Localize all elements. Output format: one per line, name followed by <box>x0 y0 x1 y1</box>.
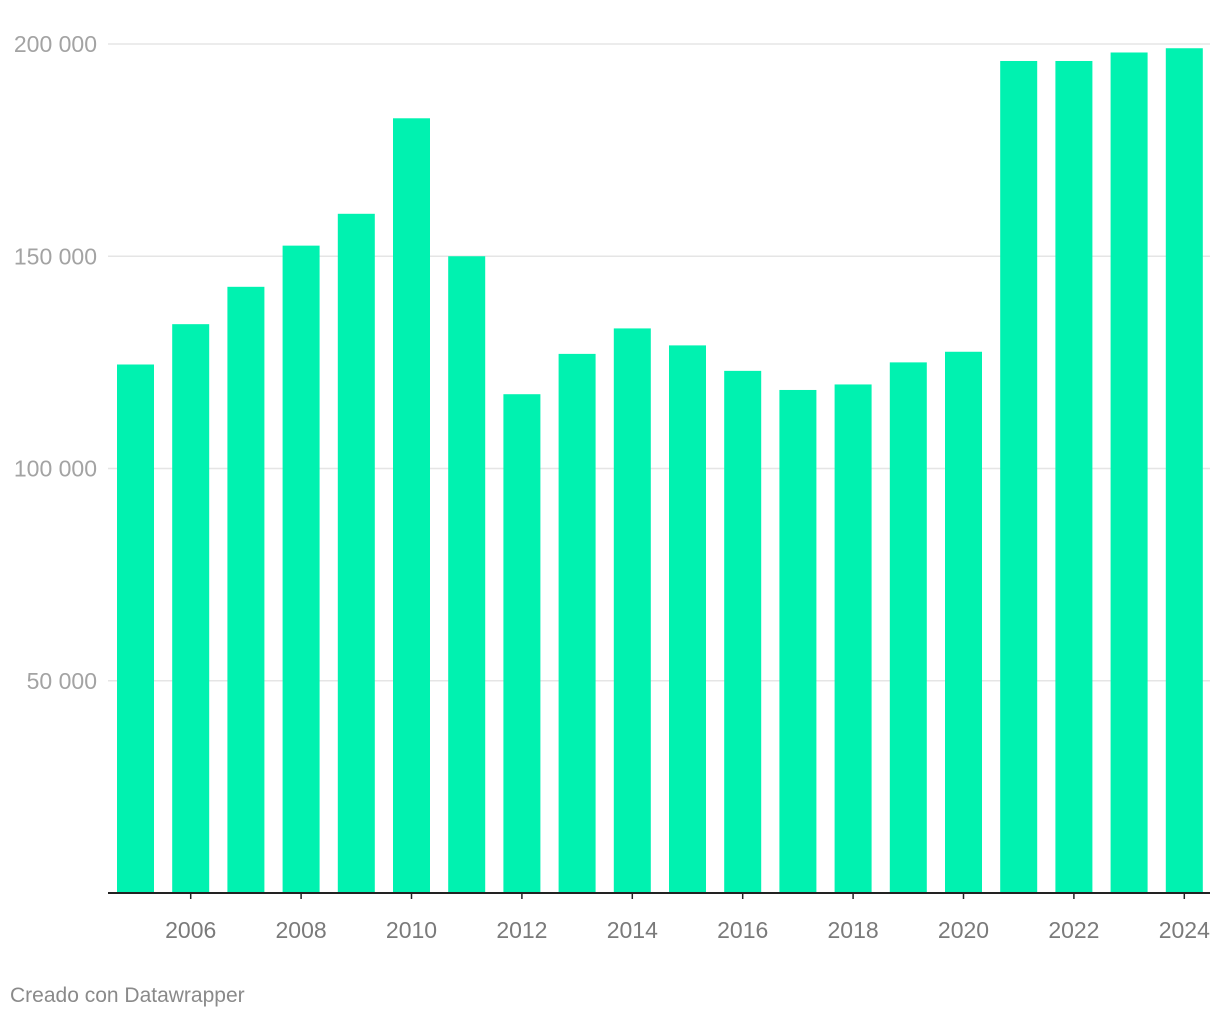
x-tick-label: 2012 <box>496 917 547 943</box>
bar-2012 <box>503 394 541 893</box>
bar-2015 <box>669 345 706 893</box>
y-axis-labels: 50 000 100 000 150 000 200 000 <box>14 31 97 694</box>
bar-2023 <box>1110 52 1148 894</box>
bar-2011 <box>448 256 486 893</box>
bar-2006 <box>172 324 210 893</box>
bar-2010 <box>393 118 430 894</box>
bar-2018 <box>834 384 872 893</box>
bar-2005 <box>117 364 154 893</box>
bar-2017 <box>779 389 817 893</box>
bar-2016 <box>724 370 762 893</box>
y-tick-label: 100 000 <box>14 456 97 482</box>
bar-2022 <box>1055 60 1093 894</box>
x-tick-label: 2018 <box>828 917 879 943</box>
bar-2024 <box>1165 48 1203 894</box>
bar-2008 <box>282 245 320 893</box>
x-tick-label: 2022 <box>1048 917 1099 943</box>
bars <box>117 48 1203 894</box>
x-axis-labels: 2006 2008 2010 2012 2014 2016 2018 2020 2022 2024 <box>165 917 1210 943</box>
bar-2020 <box>945 351 982 893</box>
y-tick-label: 200 000 <box>14 31 97 57</box>
bar-2009 <box>337 213 375 894</box>
x-tick-label: 2010 <box>386 917 437 943</box>
bar-2019 <box>889 362 927 893</box>
x-tick-label: 2006 <box>165 917 216 943</box>
grid-lines <box>108 43 1210 682</box>
bar-2007 <box>227 286 265 894</box>
y-tick-label: 50 000 <box>27 668 97 694</box>
bar-chart: 50 000 100 000 150 000 200 000 2006 2008 2010… <box>14 31 1210 943</box>
bar-2021 <box>1000 60 1038 894</box>
bar-2013 <box>558 353 596 893</box>
x-tick-label: 2024 <box>1159 917 1210 943</box>
footer-credit: Creado con Datawrapper <box>10 984 245 1007</box>
x-tick-label: 2014 <box>607 917 658 943</box>
x-tick-label: 2016 <box>717 917 768 943</box>
y-tick-label: 150 000 <box>14 243 97 269</box>
bar-2014 <box>613 328 651 893</box>
x-tick-label: 2020 <box>938 917 989 943</box>
x-axis <box>108 892 1210 899</box>
x-tick-label: 2008 <box>276 917 327 943</box>
